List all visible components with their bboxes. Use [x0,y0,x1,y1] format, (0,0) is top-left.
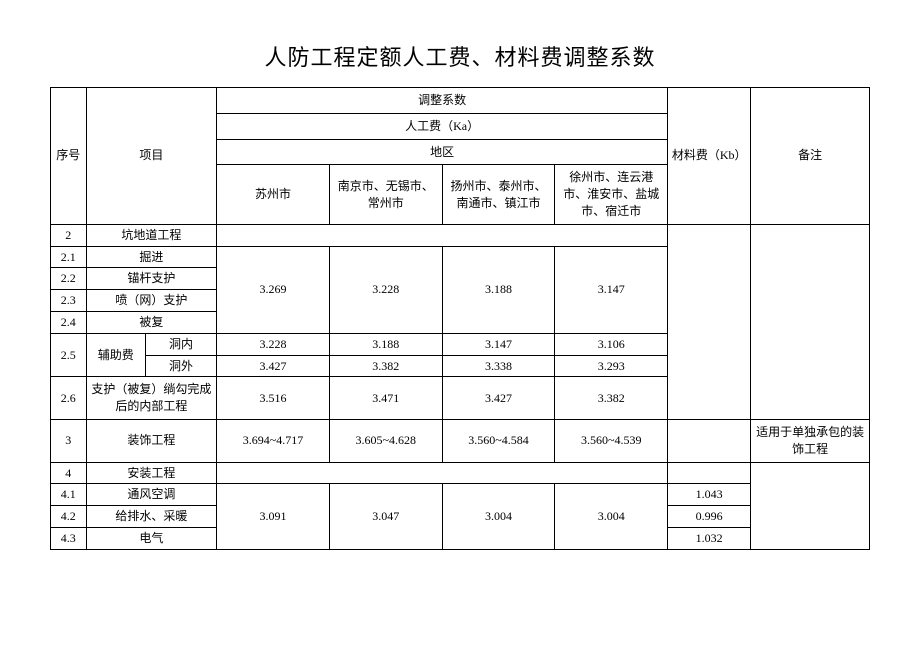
item-2: 坑地道工程 [86,224,217,246]
page-title: 人防工程定额人工费、材料费调整系数 [50,40,870,72]
region-nanjing: 南京市、无锡市、常州市 [329,165,442,224]
val-26-c3: 3.427 [442,377,555,420]
seq-2: 2 [51,224,87,246]
mat-2x [668,224,751,419]
remark-2x [751,224,870,419]
val-26-c4: 3.382 [555,377,668,420]
header-labor: 人工费（Ka） [217,113,668,139]
region-xuzhou: 徐州市、连云港市、淮安巿、盐城巿、宿迁市 [555,165,668,224]
header-seq: 序号 [51,88,87,225]
remark-4x [751,462,870,549]
val-25o-c1: 3.427 [217,355,330,377]
val-26-c1: 3.516 [217,377,330,420]
seq-42: 4.2 [51,506,87,528]
val-25i-c2: 3.188 [329,333,442,355]
seq-4: 4 [51,462,87,484]
mat-43: 1.032 [668,527,751,549]
header-item: 项目 [86,88,217,225]
header-region: 地区 [217,139,668,165]
item-25-outer: 洞外 [145,355,216,377]
val-25o-c4: 3.293 [555,355,668,377]
remark-3: 适用于单独承包的装饰工程 [751,419,870,462]
seq-24: 2.4 [51,311,87,333]
val-3-c1: 3.694~4.717 [217,419,330,462]
seq-21: 2.1 [51,246,87,268]
val-21-c4: 3.147 [555,246,668,333]
spacer-4 [217,462,668,484]
val-25o-c3: 3.338 [442,355,555,377]
val-26-c2: 3.471 [329,377,442,420]
seq-26: 2.6 [51,377,87,420]
item-25a: 辅助费 [86,333,145,377]
seq-23: 2.3 [51,290,87,312]
spacer-2 [217,224,668,246]
region-suzhou: 苏州市 [217,165,330,224]
coefficients-table: 序号 项目 调整系数 材料费（Kb） 备注 人工费（Ka） 地区 苏州市 南京市… [50,87,870,550]
val-21-c2: 3.228 [329,246,442,333]
seq-25: 2.5 [51,333,87,377]
seq-41: 4.1 [51,484,87,506]
region-yangzhou: 扬州市、泰州市、南通市、镇江市 [442,165,555,224]
item-22: 锚杆支护 [86,268,217,290]
val-25i-c3: 3.147 [442,333,555,355]
val-3-c3: 3.560~4.584 [442,419,555,462]
item-26: 支护（被复）绱勾完成 后的内部工程 [86,377,217,420]
val-4x-c2: 3.047 [329,484,442,549]
val-21-c1: 3.269 [217,246,330,333]
seq-43: 4.3 [51,527,87,549]
item-4: 安装工程 [86,462,217,484]
mat-41: 1.043 [668,484,751,506]
item-43: 电气 [86,527,217,549]
mat-4 [668,462,751,484]
item-21: 掘进 [86,246,217,268]
val-25o-c2: 3.382 [329,355,442,377]
val-25i-c4: 3.106 [555,333,668,355]
val-25i-c1: 3.228 [217,333,330,355]
header-material: 材料费（Kb） [668,88,751,225]
item-3: 装饰工程 [86,419,217,462]
item-25-inner: 洞内 [145,333,216,355]
item-42: 给排水、采暖 [86,506,217,528]
mat-3 [668,419,751,462]
header-remark: 备注 [751,88,870,225]
val-4x-c3: 3.004 [442,484,555,549]
item-23: 喷（网）支护 [86,290,217,312]
mat-42: 0.996 [668,506,751,528]
val-4x-c4: 3.004 [555,484,668,549]
seq-22: 2.2 [51,268,87,290]
header-adjust-coef: 调整系数 [217,88,668,114]
item-41: 通风空调 [86,484,217,506]
val-21-c3: 3.188 [442,246,555,333]
val-3-c2: 3.605~4.628 [329,419,442,462]
item-24: 被复 [86,311,217,333]
val-3-c4: 3.560~4.539 [555,419,668,462]
val-4x-c1: 3.091 [217,484,330,549]
seq-3: 3 [51,419,87,462]
